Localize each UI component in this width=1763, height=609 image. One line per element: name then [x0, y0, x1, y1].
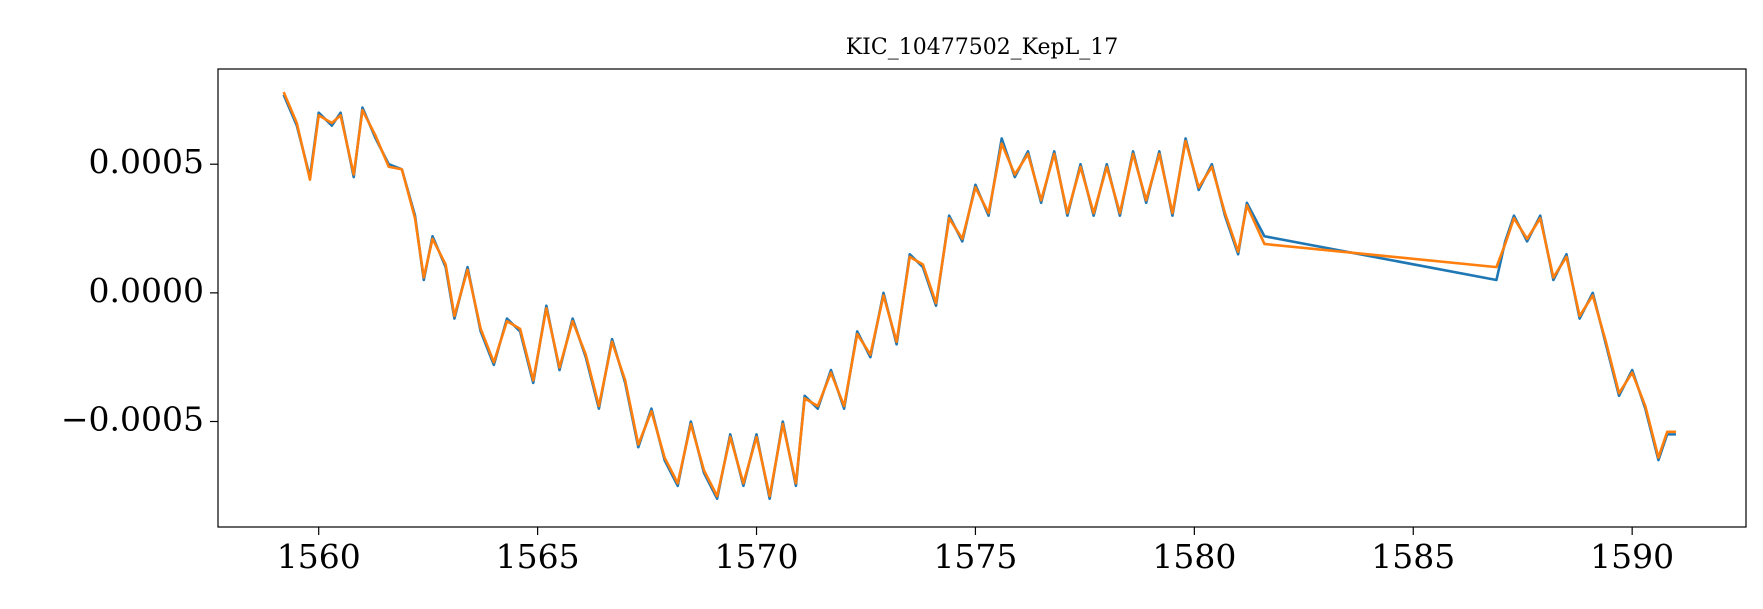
x-tick-label: 1560: [277, 537, 361, 576]
y-tick-label: 0.0000: [89, 271, 204, 310]
chart-title: KIC_10477502_KepL_17: [846, 35, 1119, 60]
x-tick-label: 1565: [496, 537, 580, 576]
plot-frame: [217, 68, 1747, 528]
series-line: [282, 91, 1676, 498]
y-tick-label: −0.0005: [61, 400, 204, 439]
x-tick-label: 1570: [715, 537, 799, 576]
series-line: [282, 94, 1676, 500]
x-tick-label: 1580: [1152, 537, 1236, 576]
x-tick-label: 1590: [1590, 537, 1674, 576]
x-tick-label: 1585: [1371, 537, 1455, 576]
y-tick-label: 0.0005: [89, 142, 204, 181]
x-tick-label: 1575: [933, 537, 1017, 576]
